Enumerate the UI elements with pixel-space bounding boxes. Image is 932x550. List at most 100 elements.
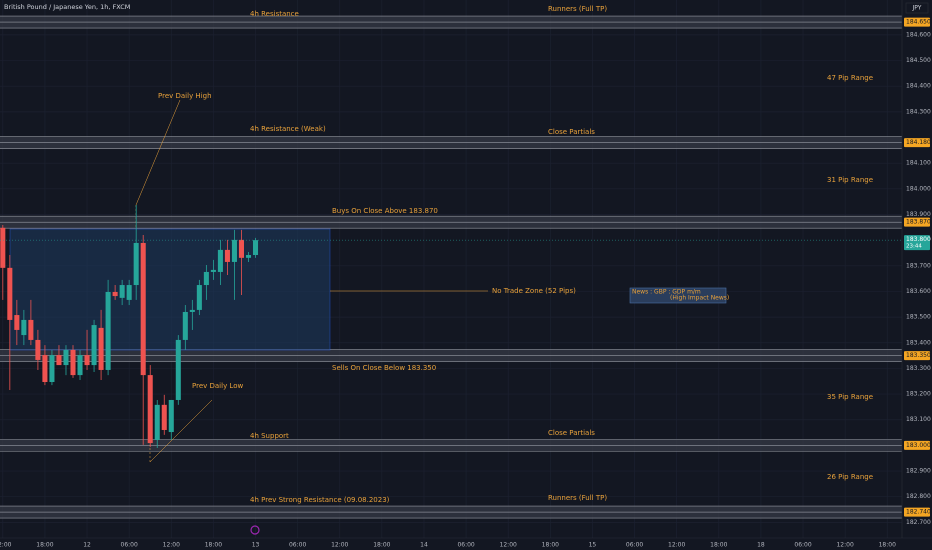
annotation: 4h Prev Strong Resistance (09.08.2023) [250,496,390,504]
candle-body [49,355,55,383]
annotation: Runners (Full TP) [548,5,607,13]
annotation: Close Partials [548,429,595,437]
annotation: Prev Daily High [158,92,212,100]
y-tick-label: 182.900 [906,468,931,475]
annotation: Prev Daily Low [192,382,243,390]
candle-body [245,255,252,258]
level-tag [904,138,930,148]
high-pointer [135,99,181,206]
level-tag [904,351,930,361]
candle-body [182,311,188,340]
candle-body [224,249,230,262]
x-tick-label: 12:00 [163,542,180,549]
level-label: 182.740 [906,509,931,516]
y-tick-label: 183.700 [906,262,931,269]
x-tick-label: 18:00 [542,542,559,549]
annotation: (High Impact News) [670,295,729,302]
candle-body [7,267,13,320]
candle-body [196,285,202,310]
annotation: News : GBP : GDP m/m [632,289,701,296]
candle-body [21,319,27,336]
candle-body [56,355,62,366]
candle-body [126,285,132,300]
no-trade-zone [9,228,331,351]
y-tick-label: 184.100 [906,160,931,167]
low-pointer [149,399,213,463]
x-tick-label: 18:00 [710,542,727,549]
y-tick-label: 183.500 [906,314,931,321]
y-tick-label: 184.000 [906,185,931,192]
x-tick-label: 15 [589,542,597,549]
candle-body [77,355,83,376]
y-tick-label: 183.200 [906,391,931,398]
x-tick-label: 12:00 [331,542,348,549]
annotations: 4h Resistance Runners (Full TP) 47 Pip Ran… [158,5,873,504]
candle-body [161,404,167,430]
x-tick-label: 12:00 [0,542,12,549]
annotation: No Trade Zone (52 Pips) [492,287,576,295]
y-tick-label: 184.600 [906,31,931,38]
candle-body [252,240,259,256]
candle-body [105,291,111,370]
y-tick-label: 182.800 [906,493,931,500]
level-label: 183.000 [906,442,931,449]
candle-body [231,239,237,262]
y-tick-label: 183.600 [906,288,931,295]
x-tick-label: 12 [83,542,91,549]
x-tick-label: 18:00 [36,542,53,549]
x-tick-label: 14 [420,542,428,549]
x-tick-label: 06:00 [121,542,138,549]
candle-body [154,404,160,440]
candle-body [14,315,20,330]
annotation: 26 Pip Range [827,473,873,481]
event-icon[interactable] [250,525,260,535]
candle-body [168,399,174,433]
x-tick-label: 06:00 [289,542,306,549]
candle-body [238,239,244,258]
x-tick-label: 06:00 [457,542,474,549]
annotation: Close Partials [548,128,595,136]
candle-body [91,325,97,366]
candle-body [189,309,195,312]
y-tick-label: 183.400 [906,339,931,346]
level-tag [904,507,930,517]
candle-body [210,269,216,272]
x-tick-label: 06:00 [626,542,643,549]
annotation: 35 Pip Range [827,393,873,401]
y-tick-label: 184.300 [906,108,931,115]
level-tag [904,217,930,227]
candle-body [112,291,118,297]
candle-body [28,319,34,340]
candle-body [42,355,48,383]
annotation: Sells On Close Below 183.350 [332,364,436,372]
candle-body [119,285,125,298]
x-tick-label: 13 [252,542,260,549]
currency-box [905,2,929,14]
y-tick-label: 184.500 [906,57,931,64]
level-label: 184.650 [906,19,931,26]
x-tick-label: 06:00 [794,542,811,549]
candle-body [140,242,146,376]
y-tick-label: 183.300 [906,365,931,372]
y-tick-label: 183.900 [906,211,931,218]
candle-body [217,249,223,272]
price-axis [902,0,932,550]
chart-title: British Pound / Japanese Yen, 1h, FXCM [4,3,130,11]
x-tick-label: 18:00 [205,542,222,549]
annotation: 4h Support [250,432,289,440]
candle-body [84,355,90,366]
candle-body [63,349,69,366]
axis: 184.600 184.500 184.400 184.300 184.100 184.0… [0,17,931,549]
y-tick-label: 184.400 [906,83,931,90]
candle-body [147,375,153,444]
annotation: Buys On Close Above 183.870 [332,207,438,215]
level-label: 184.180 [906,139,931,146]
level-tag [904,440,930,450]
last-price-label: 183.800 [906,236,931,243]
x-tick-label: 12:00 [836,542,853,549]
level-label: 183.350 [906,352,931,359]
x-tick-label: 12:00 [500,542,517,549]
x-tick-label: 18:00 [879,542,896,549]
